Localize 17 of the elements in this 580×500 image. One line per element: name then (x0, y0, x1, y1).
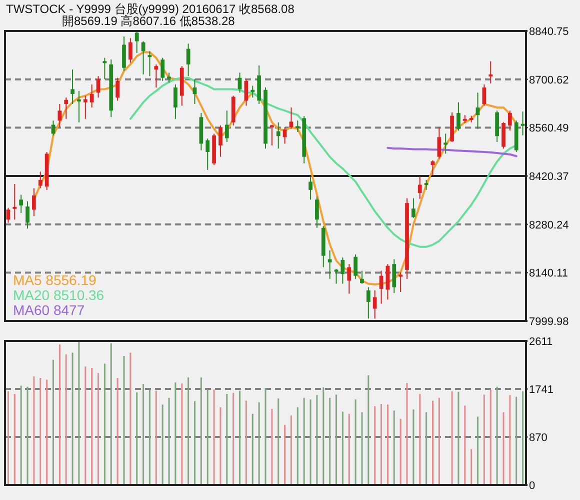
text: MA5 8556.19 (13, 272, 96, 288)
y-tick-label: 8420.37 (529, 171, 569, 183)
y-tick-label: 870 (529, 432, 548, 444)
y-tick-label: 7999.98 (529, 316, 569, 328)
text: MA20 8510.36 (13, 287, 104, 303)
chart-title: TWSTOCK - Y9999 台股(y9999) 20160617 收8568.08 (6, 2, 295, 16)
y-tick-label: 8140.11 (529, 268, 568, 280)
y-tick-label: 8560.49 (529, 122, 569, 135)
y-tick-label: 2611 (529, 336, 553, 348)
y-tick-label: 8700.62 (529, 74, 569, 86)
y-tick-label: 8840.75 (529, 26, 569, 38)
chart-subtitle: 開8569.19 高8607.16 低8538.28 (62, 14, 236, 28)
text: MA60 8477 (13, 302, 85, 318)
line-series (129, 76, 518, 248)
y-tick-label: 1741 (529, 384, 554, 396)
y-tick-label: 8280.24 (529, 219, 569, 232)
y-tick-label: 0 (529, 480, 536, 492)
